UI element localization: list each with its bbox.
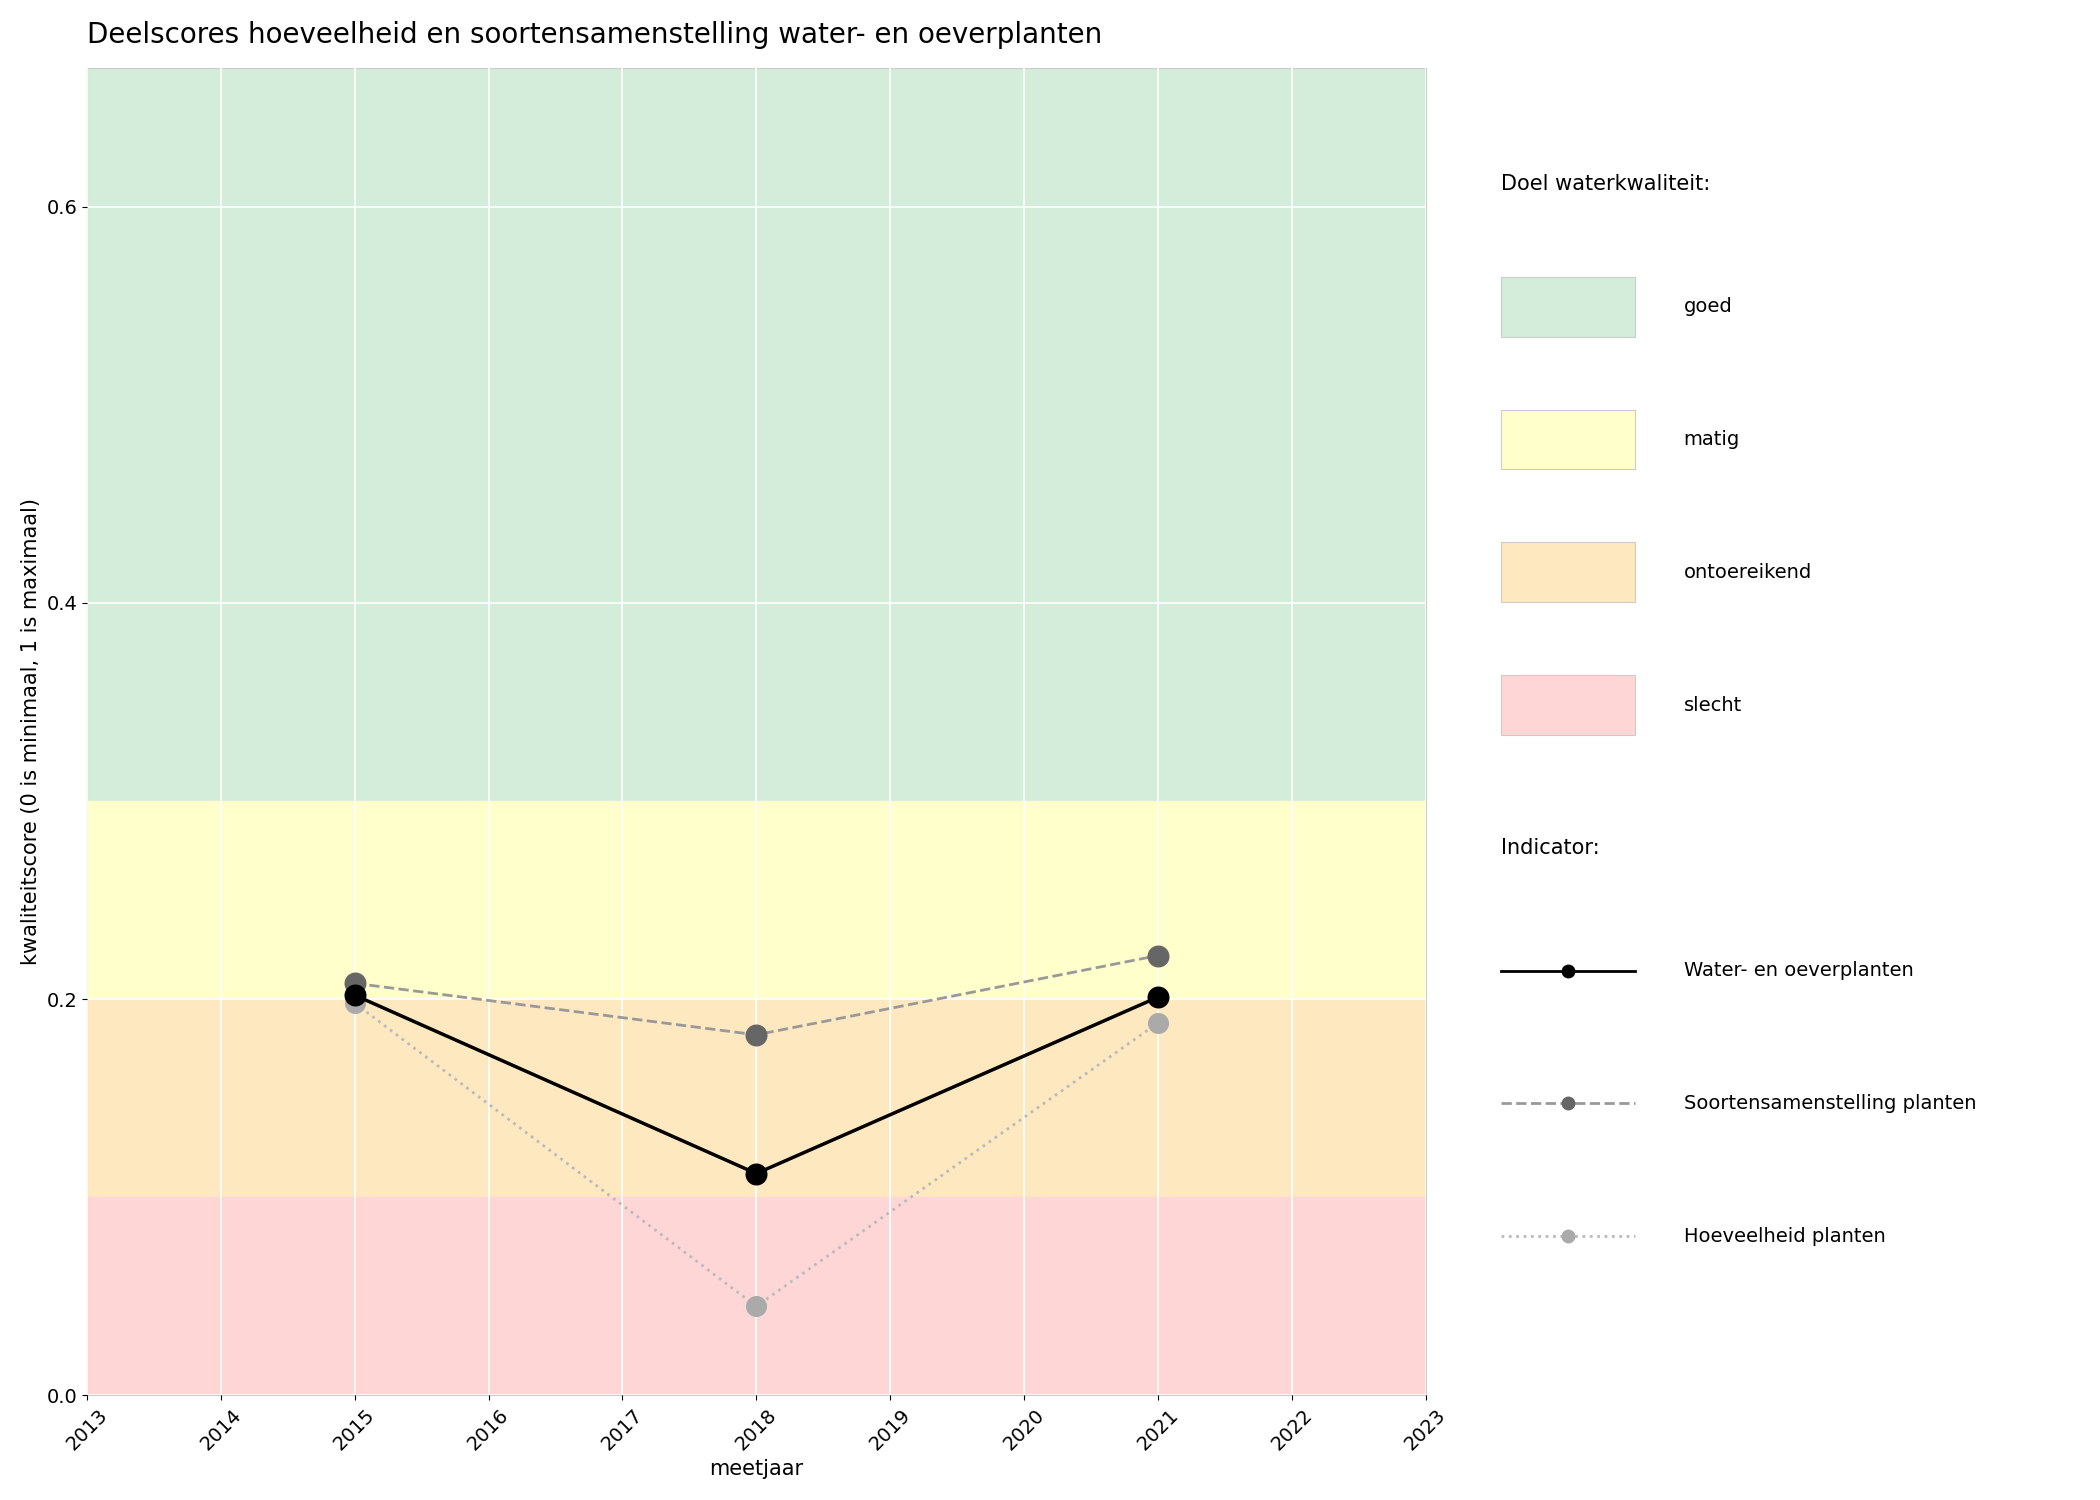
Text: goed: goed xyxy=(1684,297,1732,316)
Text: ontoereikend: ontoereikend xyxy=(1684,562,1812,582)
Y-axis label: kwaliteitscore (0 is minimaal, 1 is maximaal): kwaliteitscore (0 is minimaal, 1 is maxi… xyxy=(21,498,40,964)
Text: Hoeveelheid planten: Hoeveelheid planten xyxy=(1684,1227,1886,1245)
Text: matig: matig xyxy=(1684,430,1741,448)
Point xyxy=(338,972,372,996)
FancyBboxPatch shape xyxy=(1502,543,1636,602)
Text: Doel waterkwaliteit:: Doel waterkwaliteit: xyxy=(1502,174,1709,194)
Point xyxy=(739,1294,773,1318)
Point xyxy=(1140,986,1174,1010)
Text: Water- en oeverplanten: Water- en oeverplanten xyxy=(1684,962,1913,980)
Text: Soortensamenstelling planten: Soortensamenstelling planten xyxy=(1684,1094,1976,1113)
X-axis label: meetjaar: meetjaar xyxy=(710,1460,804,1479)
Point xyxy=(739,1023,773,1047)
Text: Indicator:: Indicator: xyxy=(1502,839,1600,858)
Point xyxy=(1140,944,1174,968)
Bar xyxy=(86,999,1426,1197)
Point xyxy=(1140,1011,1174,1035)
FancyBboxPatch shape xyxy=(1502,675,1636,735)
Point xyxy=(338,992,372,1016)
Bar xyxy=(86,68,1426,801)
Text: Deelscores hoeveelheid en soortensamenstelling water- en oeverplanten: Deelscores hoeveelheid en soortensamenst… xyxy=(86,21,1102,50)
Point xyxy=(338,982,372,1006)
FancyBboxPatch shape xyxy=(1502,410,1636,470)
Bar xyxy=(86,801,1426,999)
Bar xyxy=(86,1197,1426,1395)
Point xyxy=(739,1161,773,1185)
FancyBboxPatch shape xyxy=(1502,278,1636,336)
Text: slecht: slecht xyxy=(1684,696,1741,714)
